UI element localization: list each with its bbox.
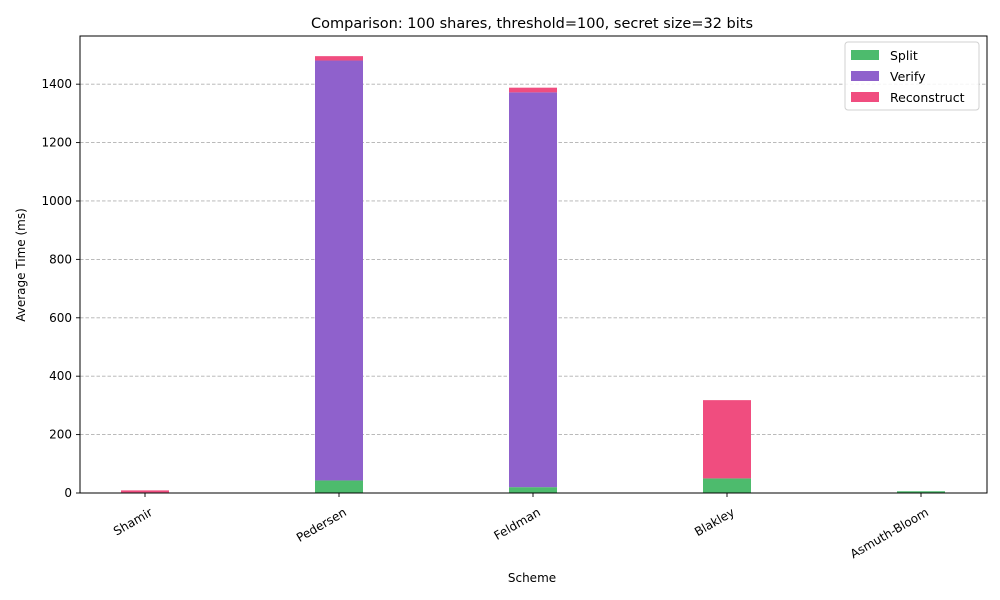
legend-label-reconstruct: Reconstruct xyxy=(890,90,965,105)
ticks: 0 200 400 600 800 1000 1200 1400 Shamir Pedersen F… xyxy=(41,77,930,561)
y-tick-label: 400 xyxy=(49,369,72,383)
legend-swatch-verify xyxy=(851,71,879,81)
bar-split-pedersen xyxy=(315,480,363,493)
bar-verify-feldman xyxy=(509,92,557,488)
y-tick-label: 800 xyxy=(49,252,72,266)
x-tick-label: Feldman xyxy=(492,505,543,543)
y-tick-label: 600 xyxy=(49,311,72,325)
x-tick-label: Shamir xyxy=(111,505,155,538)
y-tick-label: 200 xyxy=(49,428,72,442)
legend: Split Verify Reconstruct xyxy=(844,41,980,111)
y-tick-label: 1400 xyxy=(41,77,72,91)
legend-swatch-split xyxy=(851,50,879,60)
bar-reconstruct-blakley xyxy=(703,400,751,479)
bar-split-blakley xyxy=(703,478,751,493)
y-tick-label: 1000 xyxy=(41,194,72,208)
x-tick-label: Asmuth-Bloom xyxy=(848,505,931,561)
chart-title: Comparison: 100 shares, threshold=100, s… xyxy=(311,16,753,32)
y-axis-label: Average Time (ms) xyxy=(14,208,28,322)
y-tick-label: 0 xyxy=(64,486,72,500)
bar-split-asmuth-bloom xyxy=(897,491,945,493)
legend-label-split: Split xyxy=(890,48,918,63)
x-tick-label: Pedersen xyxy=(294,505,349,545)
bar-reconstruct-feldman xyxy=(509,87,557,93)
legend-swatch-reconstruct xyxy=(851,92,879,102)
plot-frame xyxy=(79,35,988,494)
bar-split-feldman xyxy=(509,487,557,493)
bar-reconstruct-pedersen xyxy=(315,56,363,61)
bars xyxy=(121,56,945,493)
bar-verify-pedersen xyxy=(315,60,363,481)
x-tick-label: Blakley xyxy=(692,505,737,539)
axes xyxy=(79,35,988,494)
legend-label-verify: Verify xyxy=(890,69,926,84)
bar-reconstruct-shamir xyxy=(121,490,169,493)
y-tick-label: 1200 xyxy=(41,136,72,150)
x-axis-label: Scheme xyxy=(508,571,556,585)
